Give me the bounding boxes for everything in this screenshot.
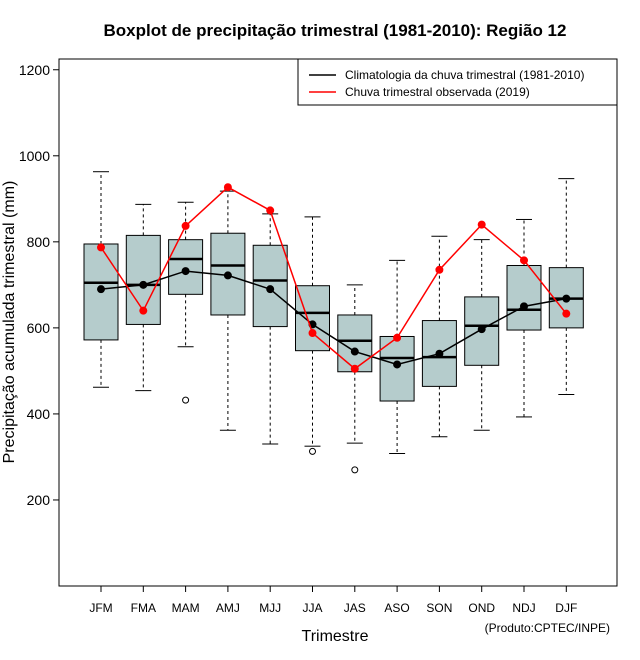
series-point-climatology: [435, 349, 444, 358]
box-iqr: [295, 285, 330, 352]
x-axis: JFM FMA MAM AMJ MJJ JJA JAS ASO SON OND NDJ DJF: [89, 586, 577, 615]
box-ond: [464, 239, 500, 431]
chart-title: Boxplot de precipitação trimestral (1981…: [104, 21, 567, 40]
box-iqr: [337, 314, 373, 373]
series-point-observed: [435, 265, 444, 274]
series-point-climatology: [350, 347, 359, 356]
series-point-climatology: [562, 294, 571, 303]
series-point-climatology: [97, 285, 105, 294]
box-jfm: [83, 171, 119, 388]
x-axis-label: Trimestre: [302, 628, 369, 645]
y-tick-label: 1200: [19, 62, 50, 78]
series-lines: [97, 183, 571, 373]
legend-label-observed: Chuva trimestral observada (2019): [345, 85, 530, 99]
series-point-observed: [520, 256, 528, 265]
x-tick-label: AMJ: [216, 601, 240, 615]
box-iqr: [506, 264, 542, 331]
series-point-climatology: [477, 325, 486, 334]
y-tick-label: 600: [27, 320, 51, 336]
series-line-climatology: [100, 270, 567, 366]
x-tick-label: MAM: [172, 601, 200, 615]
series-point-observed: [308, 329, 317, 338]
legend: Climatologia da chuva trimestral (1981-2…: [297, 58, 618, 106]
box-iqr: [379, 335, 415, 402]
x-tick-label: DJF: [555, 601, 577, 615]
series-point-observed: [393, 333, 402, 342]
x-tick-label: OND: [468, 601, 495, 615]
series-point-climatology: [223, 271, 232, 280]
boxes: [83, 171, 584, 474]
y-axis: 200 400 600 800 1000 1200: [19, 62, 59, 508]
x-tick-label: JAS: [344, 601, 366, 615]
box-jas: [337, 284, 373, 474]
y-tick-label: 400: [27, 406, 51, 422]
series-point-climatology: [393, 360, 402, 369]
box-amj: [210, 190, 246, 431]
x-tick-label: MJJ: [259, 601, 281, 615]
series-point-observed: [97, 243, 105, 252]
credit-text: (Produto:CPTEC/INPE): [485, 621, 610, 635]
x-tick-label: JJA: [302, 601, 322, 615]
series-point-climatology: [266, 285, 275, 294]
y-tick-label: 1000: [19, 148, 50, 164]
box-mjj: [252, 213, 288, 445]
y-tick-label: 800: [27, 234, 51, 250]
box-fma: [125, 203, 161, 392]
box-aso: [379, 259, 415, 454]
outlier-point: [309, 447, 316, 455]
series-point-climatology: [181, 267, 190, 276]
series-point-climatology: [139, 280, 148, 289]
x-tick-label: JFM: [89, 601, 112, 615]
series-point-observed: [477, 220, 486, 229]
x-tick-label: SON: [426, 601, 452, 615]
legend-label-climatology: Climatologia da chuva trimestral (1981-2…: [345, 68, 584, 82]
x-tick-label: FMA: [131, 601, 156, 615]
outlier-point: [182, 396, 190, 404]
x-tick-label: NDJ: [512, 601, 535, 615]
series-point-observed: [266, 206, 275, 215]
series-point-observed: [223, 183, 232, 192]
box-iqr: [168, 239, 204, 295]
y-tick-label: 200: [27, 492, 51, 508]
series-point-climatology: [520, 302, 528, 311]
legend-box: [297, 58, 618, 106]
box-jja: [295, 216, 330, 455]
box-mam: [168, 201, 204, 404]
series-line-observed: [100, 186, 567, 370]
box-ndj: [506, 218, 542, 418]
box-djf: [548, 178, 584, 396]
x-tick-label: ASO: [384, 601, 409, 615]
series-point-observed: [139, 306, 148, 315]
outlier-point: [351, 466, 359, 474]
series-point-observed: [181, 221, 190, 230]
series-point-observed: [350, 364, 359, 373]
y-axis-label: Precipitação acumulada trimestral (mm): [1, 181, 18, 464]
series-point-observed: [562, 309, 571, 318]
